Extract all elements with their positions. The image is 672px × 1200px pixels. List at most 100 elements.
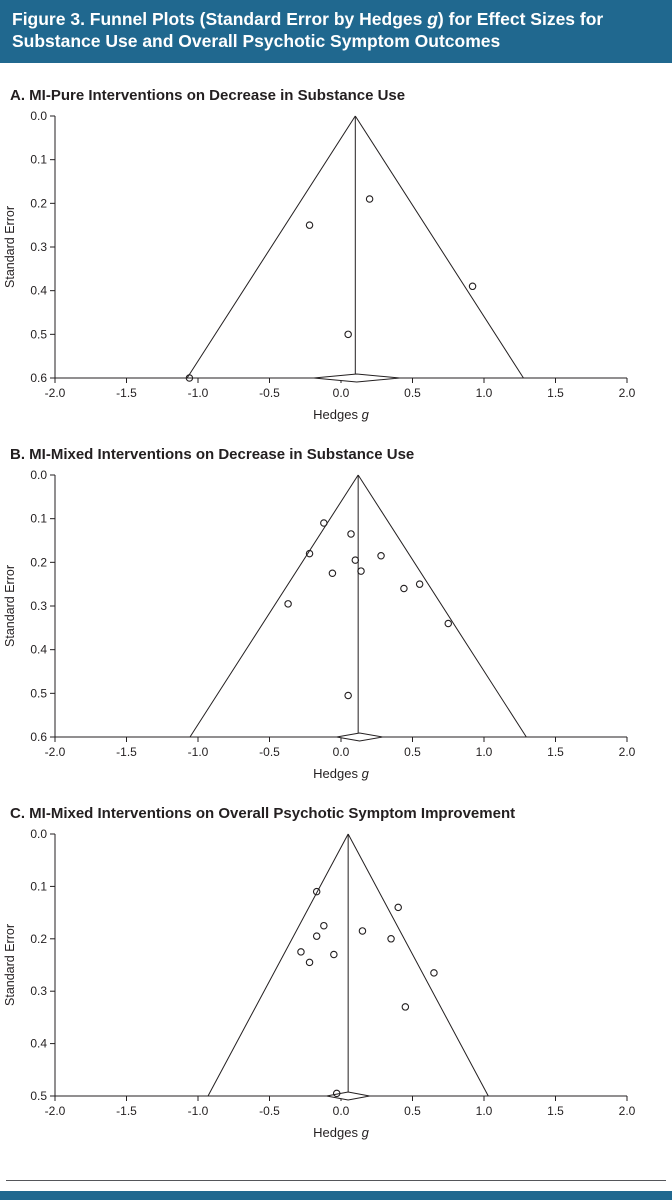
y-tick-label: 0.1 [30, 879, 47, 893]
footer-bar [0, 1191, 672, 1200]
y-axis-label: Standard Error [3, 924, 17, 1006]
funnel-left-line [207, 833, 349, 1096]
panel-c-title: C. MI-Mixed Interventions on Overall Psy… [10, 804, 516, 822]
figure-title-bar: Figure 3. Funnel Plots (Standard Error b… [0, 0, 672, 63]
funnel-right-line [357, 474, 527, 738]
data-point [357, 567, 365, 575]
data-point [332, 1089, 341, 1097]
y-tick-label: 0.3 [30, 240, 47, 254]
funnel-plot-c: 0.00.10.20.30.40.5-2.0 -1.5 -1.0 -0.5 0.0 0.5… [3, 827, 636, 1140]
x-tick-label: 2.0 [619, 386, 636, 400]
y-tick-label: 0.3 [30, 984, 47, 998]
x-tick-label: 1.5 [547, 386, 564, 400]
x-tick-label: 1.5 [547, 745, 564, 759]
data-point [394, 903, 402, 911]
y-tick-label: 0.4 [30, 642, 47, 656]
data-point [305, 958, 314, 966]
funnel-right-line [347, 833, 489, 1096]
funnel-left-line [186, 115, 356, 379]
pooled-effect-diamond [336, 732, 383, 742]
data-point [401, 1002, 410, 1011]
y-tick-label: 0.6 [30, 371, 47, 385]
x-tick-label: -1.0 [188, 745, 209, 759]
data-point [297, 947, 305, 956]
x-tick-label: 0.0 [333, 386, 350, 400]
x-tick-label: -1.0 [188, 386, 209, 400]
x-tick-label: 0.5 [404, 1104, 421, 1118]
data-point [344, 330, 352, 338]
data-point [305, 221, 314, 229]
y-tick-label: 0.0 [30, 827, 47, 841]
y-tick-label: 0.3 [30, 599, 47, 613]
x-tick-label: -1.5 [116, 1104, 137, 1118]
y-tick-label: 0.0 [30, 109, 47, 123]
data-point [312, 932, 321, 940]
x-tick-label: 1.5 [547, 1104, 564, 1118]
x-tick-label: -2.0 [45, 745, 66, 759]
y-axis-label: Standard Error [3, 565, 17, 647]
x-tick-label: 0.0 [333, 745, 350, 759]
data-point [430, 968, 438, 977]
data-point [320, 921, 328, 930]
data-point [347, 529, 355, 538]
data-point [400, 584, 408, 593]
x-tick-label: -0.5 [259, 1104, 280, 1118]
y-tick-label: 0.6 [30, 730, 47, 744]
x-tick-label: -1.5 [116, 386, 137, 400]
data-point [387, 934, 395, 943]
figure-title-italic-g: g [427, 9, 438, 29]
x-tick-label: 0.5 [404, 745, 421, 759]
data-point [358, 926, 367, 935]
data-point [344, 691, 352, 700]
funnel-panel-a: A. MI-Pure Interventions on Decrease in … [0, 87, 672, 422]
x-axis-label: Hedges g [313, 407, 369, 422]
y-axis-label: Standard Error [3, 206, 17, 288]
funnel-panel-b: B. MI-Mixed Interventions on Decrease in… [0, 446, 672, 781]
data-point [330, 950, 338, 959]
y-tick-label: 0.1 [30, 511, 47, 525]
x-axis-label: Hedges g [313, 766, 369, 781]
x-tick-label: 1.0 [476, 386, 493, 400]
data-point [328, 569, 337, 577]
y-tick-label: 0.4 [30, 1036, 47, 1050]
funnel-panel-c: C. MI-Mixed Interventions on Overall Psy… [0, 805, 672, 1140]
data-point [365, 194, 374, 203]
x-tick-label: 1.0 [476, 745, 493, 759]
data-point [320, 519, 328, 527]
y-tick-label: 0.5 [30, 327, 47, 341]
data-point [305, 549, 314, 558]
pooled-effect-diamond [326, 1091, 370, 1101]
pooled-effect-diamond [313, 373, 400, 383]
funnel-right-line [354, 115, 524, 379]
data-point [377, 551, 385, 560]
funnel-plot-b: 0.0 0.1 0.2 0.3 0.4 0.5 0.6-2.0 -1.5 -1.0 -0.5 0.0… [3, 468, 636, 781]
panel-a-title: A. MI-Pure Interventions on Decrease in … [10, 86, 406, 104]
figure-title-pre: Figure 3. Funnel Plots (Standard Error b… [12, 9, 428, 29]
y-tick-label: 0.0 [30, 468, 47, 482]
x-tick-label: -1.0 [188, 1104, 209, 1118]
footer-rule [6, 1180, 666, 1181]
x-tick-label: -2.0 [45, 386, 66, 400]
data-point [284, 599, 292, 608]
x-tick-label: -0.5 [259, 745, 280, 759]
y-tick-label: 0.2 [30, 196, 47, 210]
data-point [185, 373, 194, 382]
y-tick-label: 0.1 [30, 152, 47, 166]
funnel-plot-a: 0.0 0.1 0.2 0.3 0.4 0.5 0.6-2.0 -1.5 -1.0 -0.5 0.0… [3, 109, 636, 422]
data-point [468, 282, 477, 290]
y-tick-label: 0.5 [30, 686, 47, 700]
y-tick-label: 0.5 [30, 1089, 47, 1103]
x-tick-label: 0.5 [404, 386, 421, 400]
x-tick-label: -2.0 [45, 1104, 66, 1118]
panel-b-title: B. MI-Mixed Interventions on Decrease in… [10, 445, 415, 463]
y-tick-label: 0.4 [30, 283, 47, 297]
x-tick-label: 0.0 [333, 1104, 350, 1118]
y-tick-label: 0.2 [30, 555, 47, 569]
x-tick-label: -1.5 [116, 745, 137, 759]
figure-title-post: ) for Effect Sizes for Substance Use and… [12, 9, 604, 51]
x-tick-label: -0.5 [259, 386, 280, 400]
x-tick-label: 1.0 [476, 1104, 493, 1118]
data-point [415, 580, 424, 588]
x-tick-label: 2.0 [619, 1104, 636, 1118]
